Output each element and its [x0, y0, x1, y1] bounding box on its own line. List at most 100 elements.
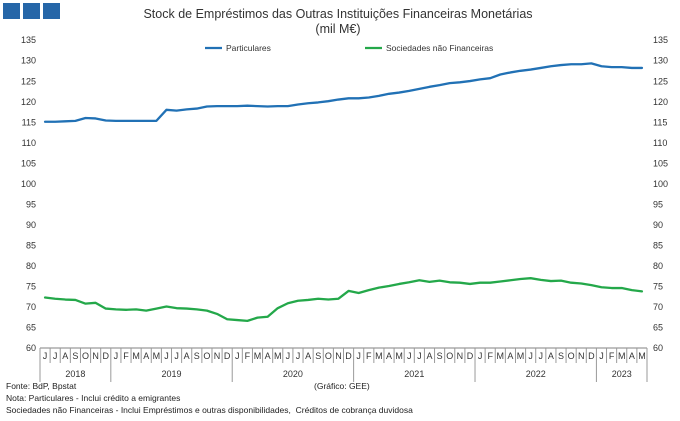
x-tick-label: A	[184, 351, 190, 361]
series-line-sociedades-nao-financeiras	[43, 277, 644, 323]
x-tick-label: A	[143, 351, 149, 361]
x-tick-label: J	[235, 351, 240, 361]
x-tick-label: D	[588, 351, 595, 361]
x-tick-label: N	[214, 351, 221, 361]
y-tick-label-left: 60	[26, 343, 36, 353]
x-tick-label: M	[618, 351, 626, 361]
x-group-label: 2019	[162, 369, 182, 379]
y-tick-label-right: 75	[653, 282, 663, 292]
x-tick-label: N	[578, 351, 585, 361]
x-tick-label: J	[539, 351, 544, 361]
x-tick-label: J	[53, 351, 58, 361]
x-tick-label: J	[356, 351, 361, 361]
x-tick-label: F	[366, 351, 372, 361]
x-tick-label: A	[265, 351, 271, 361]
y-tick-label-right: 115	[653, 117, 667, 127]
y-tick-label-left: 70	[26, 302, 36, 312]
series-line-particulares	[43, 62, 644, 123]
x-tick-label: J	[164, 351, 169, 361]
legend-label: Particulares	[226, 43, 271, 53]
y-tick-label-right: 85	[653, 241, 663, 251]
legend-label: Sociedades não Financeiras	[386, 43, 493, 53]
y-tick-label-left: 65	[26, 323, 36, 333]
x-tick-label: A	[548, 351, 554, 361]
x-tick-label: J	[286, 351, 291, 361]
series-group	[43, 62, 644, 323]
legend: Particulares Sociedades não Financeiras	[205, 43, 493, 53]
x-tick-label: S	[194, 351, 200, 361]
x-tick-label: J	[43, 351, 48, 361]
x-tick-label: D	[345, 351, 352, 361]
x-tick-label: M	[638, 351, 646, 361]
x-tick-label: F	[245, 351, 251, 361]
x-tick-label: A	[426, 351, 432, 361]
x-tick-label: N	[335, 351, 342, 361]
x-tick-label: O	[82, 351, 89, 361]
x-tick-label: A	[62, 351, 68, 361]
y-tick-label-right: 130	[653, 56, 668, 66]
x-tick-label: S	[315, 351, 321, 361]
footer-source: Fonte: BdP, Bpstat	[6, 381, 77, 391]
x-tick-label: A	[507, 351, 513, 361]
x-tick-label: F	[609, 351, 615, 361]
x-tick-label: J	[599, 351, 604, 361]
y-tick-label-right: 65	[653, 323, 663, 333]
x-tick-label: A	[305, 351, 311, 361]
x-tick-label: J	[528, 351, 533, 361]
y-tick-label-left: 85	[26, 241, 36, 251]
footer-credit: (Gráfico: GEE)	[314, 381, 370, 391]
logo-square-icon	[43, 3, 60, 19]
x-tick-label: M	[497, 351, 505, 361]
y-tick-label-left: 110	[22, 138, 36, 148]
footer-note-detail: Sociedades não Financeiras - Inclui Empr…	[6, 405, 413, 415]
y-axes: 60 60 65 65 70 70 75 75 80 80 85 85 90 90 95 95 100 100 10…	[21, 35, 668, 353]
x-tick-label: N	[92, 351, 99, 361]
y-tick-label-right: 135	[653, 35, 668, 45]
y-tick-label-left: 135	[21, 35, 36, 45]
logo-square-icon	[3, 3, 20, 19]
y-tick-label-left: 75	[26, 282, 36, 292]
x-tick-label: J	[417, 351, 422, 361]
x-tick-label: O	[203, 351, 210, 361]
y-tick-label-right: 60	[653, 343, 663, 353]
logo	[3, 3, 60, 19]
x-tick-label: M	[153, 351, 161, 361]
x-tick-label: O	[568, 351, 575, 361]
y-tick-label-right: 90	[653, 220, 663, 230]
x-tick-label: M	[395, 351, 403, 361]
y-tick-label-left: 130	[21, 56, 36, 66]
footer-note: Nota: Particulares - Inclui crédito a em…	[6, 393, 180, 403]
y-tick-label-right: 100	[653, 179, 668, 189]
x-tick-label: O	[446, 351, 453, 361]
chart-subtitle: (mil M€)	[315, 22, 360, 36]
x-tick-label: M	[274, 351, 282, 361]
x-tick-label: S	[72, 351, 78, 361]
x-tick-label: J	[114, 351, 119, 361]
x-group-label: 2022	[526, 369, 546, 379]
x-tick-label: O	[325, 351, 332, 361]
x-tick-label: J	[407, 351, 412, 361]
x-tick-label: D	[224, 351, 231, 361]
x-tick-label: M	[132, 351, 140, 361]
y-tick-label-left: 125	[21, 76, 36, 86]
x-tick-label: D	[103, 351, 110, 361]
y-tick-label-right: 70	[653, 302, 663, 312]
x-group-label: 2018	[65, 369, 85, 379]
y-tick-label-left: 115	[22, 117, 36, 127]
x-tick-label: J	[478, 351, 483, 361]
x-tick-label: S	[558, 351, 564, 361]
y-tick-label-right: 110	[653, 138, 667, 148]
x-tick-label: F	[123, 351, 129, 361]
x-tick-label: M	[517, 351, 525, 361]
x-tick-label: J	[174, 351, 179, 361]
y-tick-label-left: 105	[21, 158, 36, 168]
y-tick-label-right: 120	[653, 97, 668, 107]
x-tick-label: N	[457, 351, 464, 361]
y-tick-label-right: 125	[653, 76, 668, 86]
logo-square-icon	[23, 3, 40, 19]
y-tick-label-left: 120	[21, 97, 36, 107]
x-group-label: 2023	[612, 369, 632, 379]
y-tick-label-left: 80	[26, 261, 36, 271]
